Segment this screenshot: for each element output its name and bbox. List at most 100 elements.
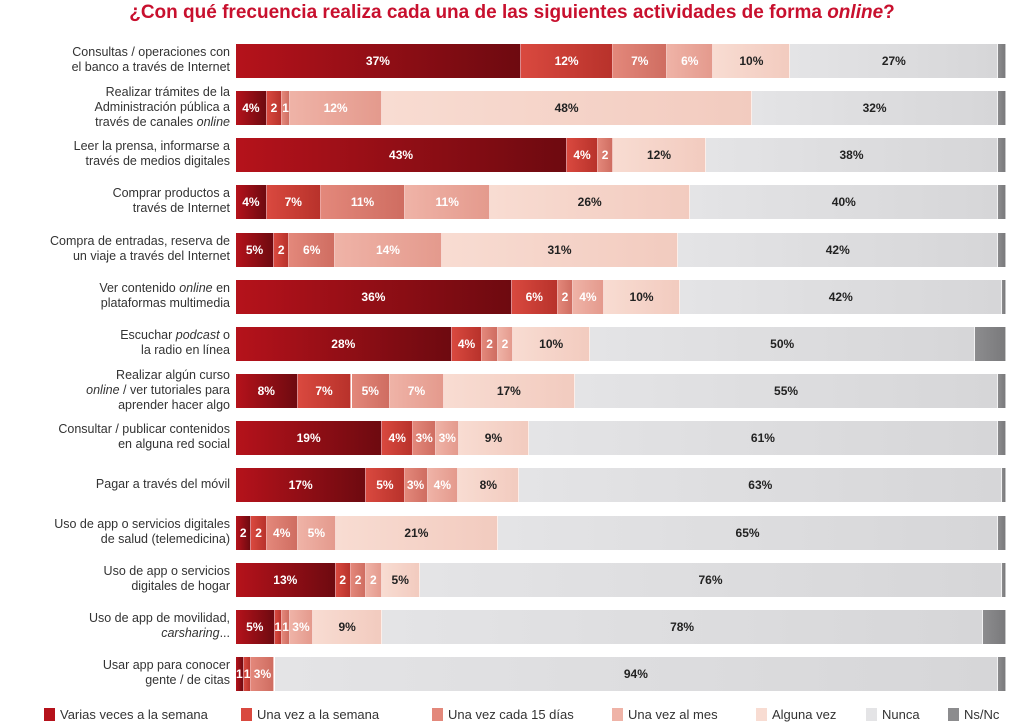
bar-segment-varias-veces-a-la-semana: 43% (236, 138, 568, 173)
category-label-line: través de medios digitales (85, 154, 230, 169)
data-label: 65% (735, 525, 760, 540)
category-label-line: digitales de hogar (131, 578, 230, 593)
category-label-line: Uso de app o servicios digitales (54, 516, 230, 531)
legend-item: Varias veces a la semana (44, 707, 208, 722)
data-label: 17% (288, 478, 313, 493)
bar-segment-una-vez-cada-15-d-as: 3% (251, 656, 275, 691)
data-label: 4% (242, 101, 260, 116)
bar-segment-una-vez-cada-15-d-as: 6% (289, 232, 336, 267)
data-label: 1 (243, 666, 251, 681)
bar-segment-una-vez-al-mes: 4% (427, 468, 459, 503)
legend-swatch (432, 708, 443, 721)
bar-segment-alguna-vez: 9% (313, 609, 383, 644)
bar-segment-varias-veces-a-la-semana: 8% (236, 374, 298, 409)
legend-label: Nunca (882, 707, 920, 722)
data-label: 2 (339, 572, 347, 587)
bar-segment-varias-veces-a-la-semana: 5% (236, 609, 275, 644)
data-label: 10% (739, 54, 764, 68)
data-label: 1 (274, 619, 282, 634)
data-label: 38% (839, 148, 864, 163)
category-label-line: plataformas multimedia (100, 295, 230, 310)
category-label-line: Usar app para conocer (102, 657, 230, 672)
data-label: 28% (331, 336, 356, 351)
bar-segment-una-vez-al-mes: 14% (335, 232, 442, 267)
bar-segment-una-vez-cada-15-d-as: 3% (413, 421, 437, 456)
bar-segment-nunca: 42% (680, 279, 1003, 314)
category-label-line: Administración pública a (94, 99, 231, 114)
category-label: Uso de app de movilidad, carsharing... (0, 611, 230, 641)
category-label-line: través de canales online (95, 114, 230, 129)
bar-segment-nunca: 38% (705, 138, 999, 173)
legend-item: Alguna vez (756, 707, 836, 722)
bar-segment-una-vez-cada-15-d-as: 7% (613, 44, 668, 78)
category-label: Consultas / operaciones con el banco a tr… (0, 45, 230, 75)
data-label: 2 (486, 336, 493, 351)
bar-segment-alguna-vez: 21% (336, 515, 498, 550)
bar-segment-ns-nc (975, 326, 1006, 361)
legend-label: Una vez al mes (628, 707, 718, 722)
legend-item: Una vez al mes (612, 707, 718, 722)
data-label: 11% (350, 195, 375, 210)
data-label: 2 (561, 289, 569, 304)
data-label: 6% (303, 242, 321, 257)
bar-segment-una-vez-a-la-semana: 2 (266, 91, 283, 126)
bar-segment-nunca: 27% (790, 44, 999, 78)
data-label: 10% (629, 289, 654, 304)
bar-segment-ns-nc (998, 138, 1006, 173)
legend-item: Nunca (866, 707, 920, 722)
data-label: 17% (496, 384, 521, 399)
bar-segment-nunca: 40% (690, 185, 999, 220)
data-label: 42% (825, 242, 850, 257)
data-label: 14% (375, 242, 400, 257)
data-label: 9% (338, 619, 356, 634)
bar-segment-alguna-vez: 12% (613, 138, 706, 173)
data-label: 3% (406, 478, 425, 493)
data-label: 37% (365, 54, 390, 68)
data-label: 11% (435, 195, 459, 210)
bar-segment-una-vez-cada-15-d-as: 2 (557, 279, 574, 314)
category-label-line: Pagar a través del móvil (95, 476, 230, 491)
category-label-line: Consultar / publicar contenidos (58, 422, 230, 437)
category-label-line: de salud (telemedicina) (100, 531, 230, 546)
bar-segment-varias-veces-a-la-semana: 28% (236, 326, 452, 361)
bar-segment-una-vez-al-mes: 2 (497, 326, 514, 361)
data-label: 27% (881, 54, 906, 68)
bar-segment-una-vez-cada-15-d-as: 2 (597, 138, 614, 173)
bar-segment-ns-nc (1002, 279, 1006, 314)
bar-segment-nunca: 32% (751, 91, 999, 126)
bar-segment-ns-nc (998, 374, 1006, 409)
bar-segment-ns-nc (1002, 562, 1006, 597)
bar-segment-una-vez-cada-15-d-as: 11% (320, 185, 406, 220)
data-label: 61% (750, 431, 775, 446)
legend-swatch (866, 708, 877, 721)
bar-segment-una-vez-cada-15-d-as: 5% (351, 374, 390, 409)
data-label: 4% (579, 289, 597, 304)
category-label: Escuchar podcast o la radio en línea (0, 328, 230, 358)
bar-segment-varias-veces-a-la-semana: 2 (236, 515, 252, 550)
data-label: 7% (284, 195, 302, 210)
category-label-line: un viaje a través del Internet (72, 248, 230, 263)
data-label: 8% (479, 478, 497, 493)
chart-title: ¿Con qué frecuencia realiza cada una de … (0, 2, 1024, 24)
bar-segment-alguna-vez: 10% (513, 326, 591, 361)
bar-segment-nunca: 50% (590, 326, 976, 361)
data-label: 1 (282, 619, 289, 634)
bar-segment-una-vez-al-mes: 7% (390, 374, 444, 409)
bar-segment-nunca: 55% (574, 374, 999, 409)
data-label: 3% (415, 431, 433, 446)
bar-segment-una-vez-a-la-semana: 7% (266, 185, 321, 220)
data-label: 12% (554, 54, 579, 68)
bar-segment-una-vez-al-mes: 4% (573, 279, 604, 314)
category-label-line: online / ver tutoriales para (86, 382, 230, 397)
data-label: 50% (770, 336, 795, 351)
data-label: 7% (631, 54, 649, 68)
data-label: 9% (484, 431, 503, 446)
bar-segment-una-vez-a-la-semana: 4% (382, 421, 414, 456)
bar-segment-alguna-vez: 26% (490, 185, 691, 220)
data-label: 48% (554, 101, 579, 116)
category-label-line: el banco a través de Internet (71, 60, 230, 74)
bar-segment-varias-veces-a-la-semana: 37% (236, 44, 521, 78)
data-label: 2 (255, 525, 262, 540)
bar-segment-ns-nc (998, 421, 1006, 456)
bar-segment-nunca: 42% (678, 232, 999, 267)
